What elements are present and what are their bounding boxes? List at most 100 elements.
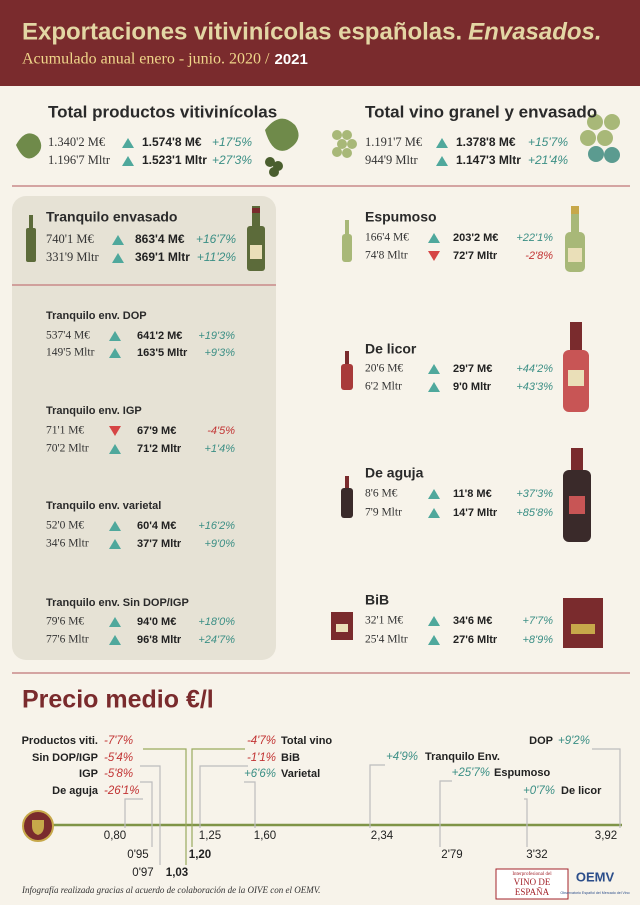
bottle-icons bbox=[26, 206, 603, 648]
oive-logo bbox=[495, 868, 569, 900]
price-name: Total vino bbox=[281, 735, 332, 747]
change-value: +24'7% bbox=[198, 634, 235, 646]
price-value: 1,25 bbox=[199, 830, 221, 842]
change-value: +85'8% bbox=[516, 507, 553, 519]
current-value: 94'0 M€ bbox=[137, 616, 176, 628]
block-title: Tranquilo env. varietal bbox=[46, 500, 161, 512]
trend-up bbox=[428, 635, 440, 645]
trend-up bbox=[428, 364, 440, 374]
change-value: +15'7% bbox=[528, 135, 568, 149]
subtitle-year: 2021 bbox=[275, 51, 308, 68]
price-value: 0,80 bbox=[104, 830, 126, 842]
trend-up bbox=[428, 508, 440, 518]
block-title: Tranquilo env. Sin DOP/IGP bbox=[46, 597, 189, 609]
axis-emblem-shield bbox=[32, 820, 44, 835]
current-value: 1.147'3 Mltr bbox=[456, 153, 521, 167]
current-value: 96'8 Mltr bbox=[137, 634, 182, 646]
previous-value: 74'8 Mltr bbox=[365, 250, 408, 262]
price-value: 1,03 bbox=[166, 867, 188, 879]
previous-value: 149'5 Mltr bbox=[46, 347, 95, 359]
current-value: 34'6 M€ bbox=[453, 615, 492, 627]
previous-value: 77'6 Mltr bbox=[46, 634, 89, 646]
price-leader bbox=[140, 765, 161, 865]
price-leader bbox=[191, 748, 245, 847]
change-value: +16'2% bbox=[198, 520, 235, 532]
change-value: +43'3% bbox=[516, 381, 553, 393]
current-value: 1.574'8 M€ bbox=[142, 135, 202, 149]
price-change: -1'1% bbox=[247, 752, 276, 764]
previous-value: 79'6 M€ bbox=[46, 616, 84, 628]
previous-value: 331'9 Mltr bbox=[46, 250, 99, 264]
trend-up bbox=[109, 617, 121, 627]
price-leader bbox=[524, 798, 528, 847]
header-band bbox=[0, 0, 640, 86]
price-value: 3,92 bbox=[595, 830, 617, 842]
price-name: Espumoso bbox=[494, 767, 551, 779]
price-change: -4'7% bbox=[247, 735, 276, 747]
trend-down bbox=[428, 251, 440, 261]
price-value: 2'79 bbox=[441, 849, 462, 861]
previous-value: 71'1 M€ bbox=[46, 425, 84, 437]
trend-down bbox=[109, 426, 121, 436]
price-leader bbox=[124, 798, 143, 828]
current-value: 27'6 Mltr bbox=[453, 634, 498, 646]
current-value: 1.523'1 Mltr bbox=[142, 153, 207, 167]
price-name: De aguja bbox=[52, 785, 99, 797]
price-change: +4'9% bbox=[386, 751, 418, 763]
oive-logo-top: Interprofesional del bbox=[512, 872, 552, 877]
trend-up bbox=[109, 348, 121, 358]
block-title: BiB bbox=[365, 592, 389, 608]
change-value: +11'2% bbox=[197, 250, 236, 264]
block-title: Tranquilo envasado bbox=[46, 209, 177, 225]
oive-logo-mid: VINO DE bbox=[514, 877, 551, 887]
price-change: -26'1% bbox=[104, 785, 139, 797]
trend-up bbox=[112, 253, 124, 263]
change-value: +16'7% bbox=[196, 232, 236, 246]
block-title: De aguja bbox=[365, 465, 424, 481]
price-leader bbox=[199, 765, 248, 828]
current-value: 203'2 M€ bbox=[453, 232, 498, 244]
change-value: +17'5% bbox=[212, 135, 252, 149]
previous-value: 6'2 Mltr bbox=[365, 381, 402, 393]
current-value: 71'2 Mltr bbox=[137, 443, 182, 455]
previous-value: 7'9 Mltr bbox=[365, 507, 402, 519]
price-name: Tranquilo Env. bbox=[425, 751, 500, 763]
price-change: +0'7% bbox=[523, 785, 555, 797]
trend-up bbox=[436, 156, 448, 166]
previous-value: 20'6 M€ bbox=[365, 363, 403, 375]
previous-value: 537'4 M€ bbox=[46, 330, 90, 342]
current-value: 641'2 M€ bbox=[137, 330, 182, 342]
trend-up bbox=[109, 331, 121, 341]
grapes-icon bbox=[332, 114, 620, 163]
current-value: 1.378'8 M€ bbox=[456, 135, 516, 149]
subtitle: Acumulado anual enero - junio. 2020 / bbox=[22, 51, 270, 68]
footer-note: Infografía realizada gracias al acuerdo … bbox=[21, 885, 321, 895]
price-change: +9'2% bbox=[558, 735, 590, 747]
price-leader bbox=[439, 780, 452, 847]
block-title: Tranquilo env. IGP bbox=[46, 405, 142, 417]
previous-value: 740'1 M€ bbox=[46, 232, 94, 246]
trend-up bbox=[109, 539, 121, 549]
current-value: 369'1 Mltr bbox=[135, 250, 190, 264]
trend-up bbox=[109, 444, 121, 454]
trend-up bbox=[428, 489, 440, 499]
change-value: +7'7% bbox=[522, 615, 553, 627]
current-value: 9'0 Mltr bbox=[453, 381, 492, 393]
change-value: +22'1% bbox=[516, 232, 553, 244]
previous-value: 1.196'7 Mltr bbox=[48, 153, 111, 167]
block-title: Total vino granel y envasado bbox=[365, 102, 597, 121]
leaf-icon bbox=[16, 118, 299, 177]
title: Exportaciones vitivinícolas españolas. bbox=[22, 18, 462, 45]
price-leader bbox=[140, 781, 153, 847]
trend-up bbox=[122, 138, 134, 148]
change-value: +21'4% bbox=[528, 153, 568, 167]
price-name: Productos viti. bbox=[22, 735, 98, 747]
block-title: De licor bbox=[365, 341, 417, 357]
still-wine-panel bbox=[12, 196, 276, 660]
trend-up bbox=[112, 235, 124, 245]
oemv-logo: OEMV bbox=[576, 869, 615, 884]
block-title: Tranquilo env. DOP bbox=[46, 310, 147, 322]
change-value: +37'3% bbox=[516, 488, 553, 500]
change-value: +19'3% bbox=[198, 330, 235, 342]
